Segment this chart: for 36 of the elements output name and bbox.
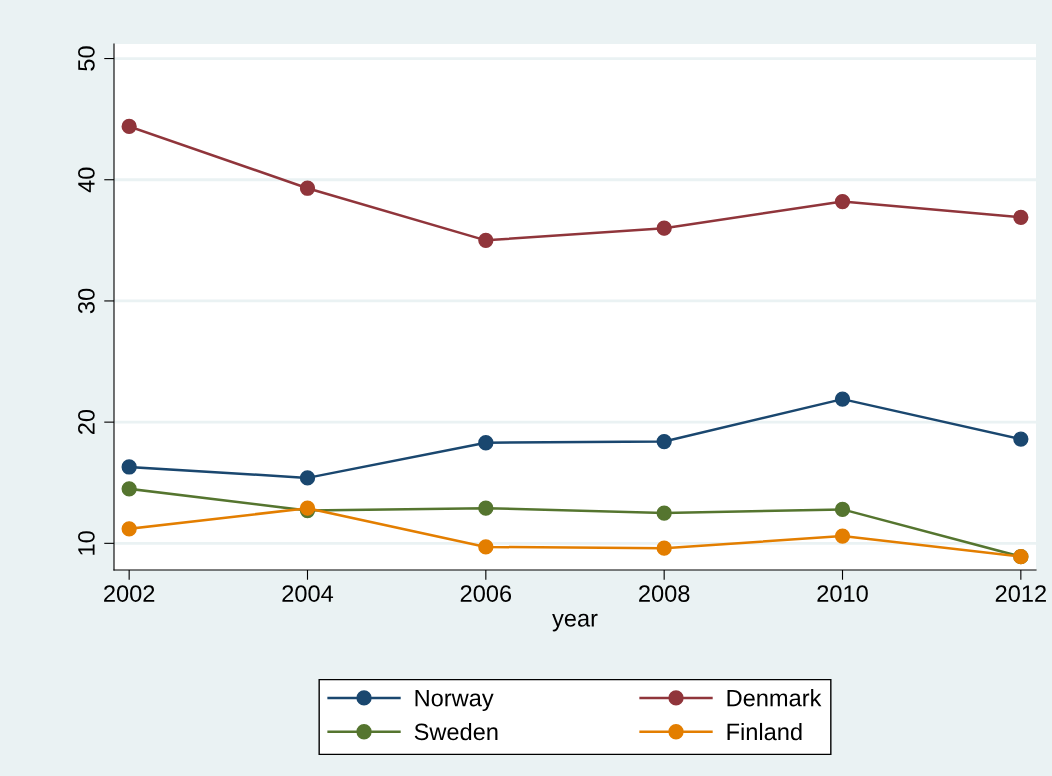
point <box>478 500 494 516</box>
y-tick-label: 20 <box>78 409 95 435</box>
x-tick-label: 2006 <box>460 585 512 602</box>
x-tick-label: 2008 <box>639 585 690 602</box>
legend-label: Norway <box>415 689 494 712</box>
point <box>299 180 316 196</box>
point <box>121 118 137 135</box>
point <box>478 232 494 248</box>
point <box>1013 209 1029 225</box>
x-tick-label: 2012 <box>995 585 1046 602</box>
y-tick-label: 50 <box>78 46 95 71</box>
point <box>478 539 494 555</box>
x-tick-label: 2002 <box>104 585 155 602</box>
legend-label: Sweden <box>414 722 498 741</box>
point <box>834 391 851 407</box>
point <box>1013 431 1029 447</box>
y-tick-label: 10 <box>78 531 95 555</box>
point <box>121 481 137 497</box>
point <box>656 505 672 521</box>
point <box>121 459 137 475</box>
y-tick-label: 30 <box>78 288 95 314</box>
x-axis-title: year <box>552 613 598 632</box>
point <box>656 220 672 236</box>
point <box>656 433 672 450</box>
point <box>834 193 851 210</box>
point <box>834 501 851 518</box>
y-tick-label: 40 <box>78 167 95 193</box>
x-tick-label: 2010 <box>817 585 868 602</box>
point <box>299 470 316 486</box>
point <box>656 540 672 556</box>
point <box>121 521 137 537</box>
x-tick-label: 2004 <box>282 585 334 602</box>
point <box>478 435 494 451</box>
legend-label: Finland <box>727 722 802 741</box>
point <box>834 528 851 544</box>
legend-label: Denmark <box>727 689 822 707</box>
